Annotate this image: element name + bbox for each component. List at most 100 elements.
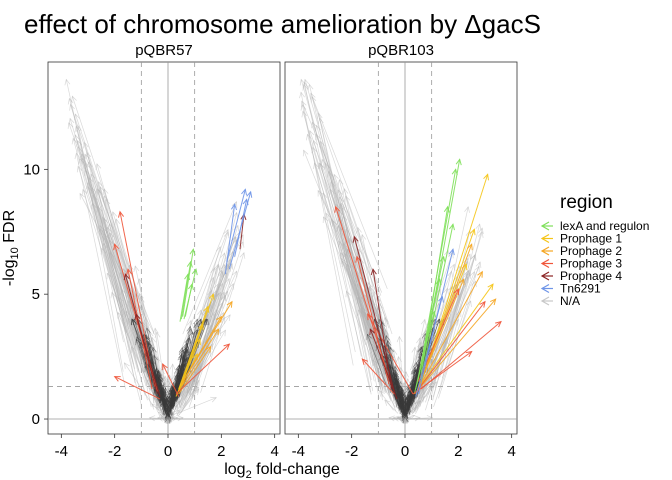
x-tick-label: -2 xyxy=(345,443,358,460)
core-arrow xyxy=(156,393,164,410)
legend-title: region xyxy=(560,192,613,213)
series-prophage-4 xyxy=(352,235,398,400)
na-arrow xyxy=(171,415,179,422)
legend-item: Prophage 3 xyxy=(540,257,622,271)
data-arrow xyxy=(113,376,161,400)
panel-left-label: pQBR57 xyxy=(135,42,193,59)
series-lexa-and-regulon xyxy=(413,158,462,395)
panel-right-label: pQBR103 xyxy=(368,42,434,59)
data-arrow xyxy=(178,305,210,390)
na-arrow xyxy=(302,83,364,316)
na-arrow xyxy=(73,134,129,310)
na-arrow xyxy=(306,133,367,346)
core-arrow xyxy=(168,392,175,409)
na-arrow xyxy=(101,242,142,398)
core-arrow xyxy=(154,373,163,402)
na-arrow xyxy=(301,100,383,293)
panel-right: pQBR103 xyxy=(284,42,518,435)
panel-right-marks xyxy=(285,62,517,434)
data-arrow xyxy=(416,270,483,392)
core-arrow xyxy=(172,374,180,402)
core-arrow xyxy=(178,325,193,383)
data-arrow xyxy=(175,343,231,395)
x-tick-label: -4 xyxy=(55,443,68,460)
data-arrow xyxy=(234,198,249,257)
chart-title: effect of chromosome amelioration by Δga… xyxy=(24,9,541,39)
na-arrow xyxy=(337,189,393,351)
data-arrow xyxy=(184,283,194,317)
x-tick-label: -4 xyxy=(292,443,305,460)
na-arrow xyxy=(133,265,162,386)
y-tick-label: 0 xyxy=(32,411,40,428)
na-arrow xyxy=(123,362,155,408)
data-arrow xyxy=(182,315,222,382)
x-tick-label: 0 xyxy=(401,443,409,460)
data-arrow xyxy=(417,243,473,390)
na-arrow xyxy=(86,182,140,371)
na-arrow xyxy=(410,415,434,421)
data-arrow xyxy=(415,278,465,395)
legend-item: lexA and regulon xyxy=(540,219,649,233)
na-arrow xyxy=(363,311,391,394)
x-axis-ticks: -4 -2 0 2 4 -4 -2 0 2 4 xyxy=(55,434,516,460)
legend-item: N/A xyxy=(540,294,580,308)
data-arrow xyxy=(420,298,497,387)
data-arrow xyxy=(361,358,395,395)
na-arrow xyxy=(396,335,404,393)
legend-label: Prophage 3 xyxy=(560,257,622,271)
na-arrow xyxy=(188,311,225,408)
x-tick-label: -2 xyxy=(108,443,121,460)
na-arrow xyxy=(337,178,392,385)
data-arrow xyxy=(179,328,220,390)
core-arrow xyxy=(398,389,405,408)
na-arrow xyxy=(148,387,164,409)
data-arrow xyxy=(182,248,196,317)
panel-left-marks xyxy=(48,62,280,434)
panel-left: pQBR57 xyxy=(47,42,281,435)
data-arrow xyxy=(134,313,161,397)
core-arrow xyxy=(406,397,413,411)
na-arrow xyxy=(432,231,484,397)
data-arrow xyxy=(419,283,494,387)
data-arrow xyxy=(180,260,193,320)
legend-label: N/A xyxy=(560,294,580,308)
legend-item: Tn6291 xyxy=(540,282,601,296)
data-arrow xyxy=(415,295,444,397)
na-arrow xyxy=(175,396,217,415)
x-tick-label: 4 xyxy=(507,443,515,460)
series-prophage-1 xyxy=(175,293,215,397)
legend-item: Prophage 4 xyxy=(540,269,622,283)
na-arrow xyxy=(182,329,221,407)
core-arrow xyxy=(404,406,410,415)
core-arrow xyxy=(164,416,171,424)
y-axis-label: -log10 FDR xyxy=(1,210,21,286)
data-arrow xyxy=(369,328,398,400)
x-tick-label: 0 xyxy=(164,443,172,460)
x-tick-label: 4 xyxy=(270,443,278,460)
data-arrow xyxy=(420,223,455,380)
data-arrow xyxy=(352,235,395,392)
core-arrow xyxy=(144,327,158,383)
na-arrow xyxy=(71,137,127,333)
series-lexa-and-regulon xyxy=(179,248,198,322)
series-tn6291 xyxy=(224,188,253,275)
core-arrow xyxy=(162,405,169,415)
na-arrow xyxy=(337,196,383,397)
core-arrow xyxy=(403,416,409,424)
core-arrow xyxy=(394,378,401,404)
na-arrow xyxy=(347,237,379,365)
na-arrow xyxy=(407,414,416,420)
series-prophage-2 xyxy=(415,243,497,395)
core-arrow xyxy=(182,318,199,378)
legend-label: Tn6291 xyxy=(560,282,601,296)
x-axis-label: log2 fold-change xyxy=(224,461,340,480)
core-arrow xyxy=(178,336,192,387)
data-arrow xyxy=(420,320,502,390)
core-arrow xyxy=(392,373,400,402)
na-arrow xyxy=(69,103,137,297)
y-tick-label: 10 xyxy=(23,161,40,178)
na-arrow xyxy=(177,386,198,415)
legend-label: lexA and regulon xyxy=(560,219,649,233)
data-arrow xyxy=(180,293,215,387)
data-arrow xyxy=(413,310,437,395)
